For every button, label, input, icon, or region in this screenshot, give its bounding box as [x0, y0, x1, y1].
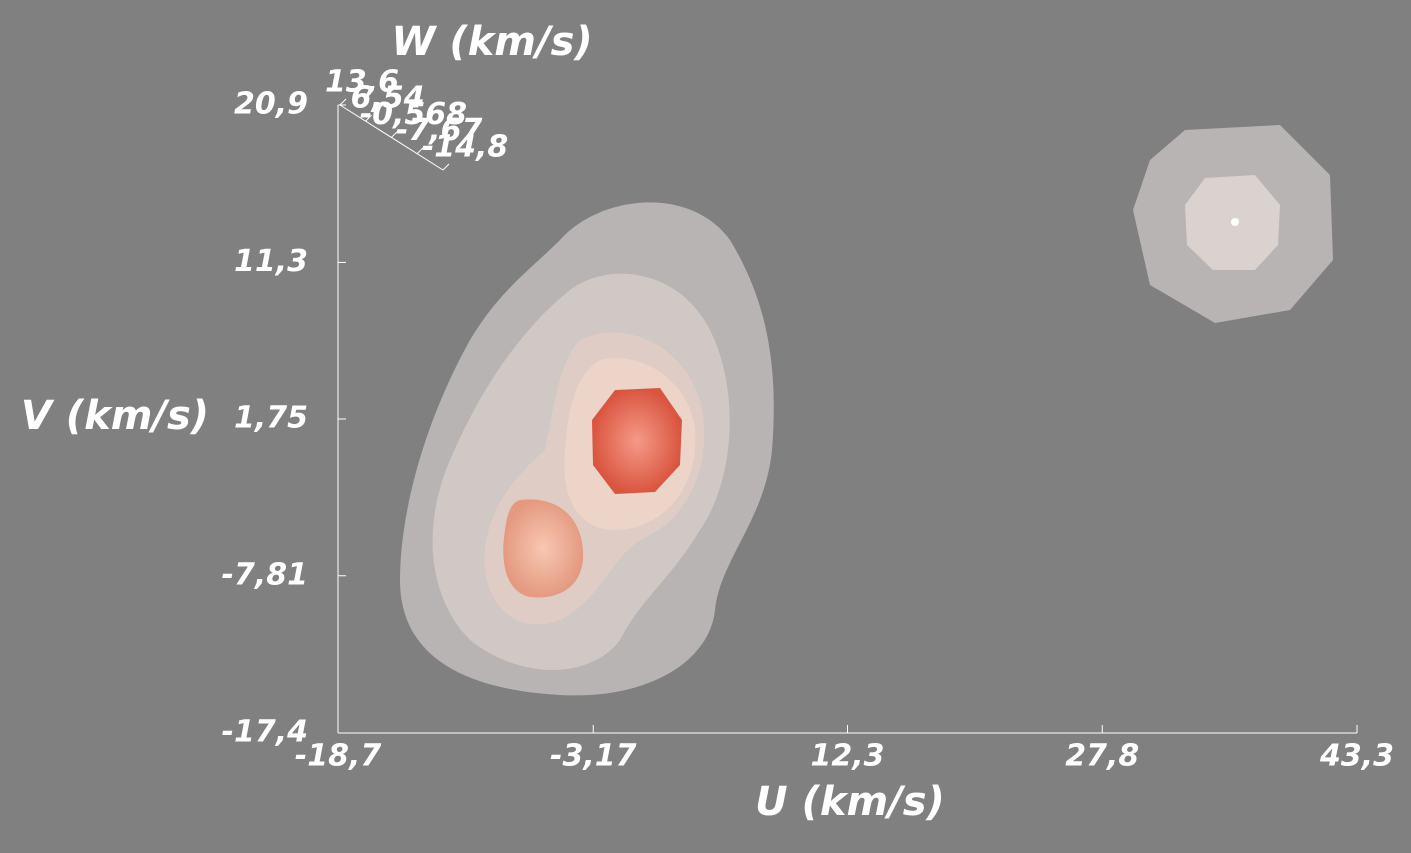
x-tick-label: -18,7 [295, 739, 382, 774]
x-tick-label: -3,17 [550, 739, 637, 774]
z-axis-title: W (km/s) [391, 19, 592, 65]
y-tick-label: 11,3 [234, 244, 308, 279]
x-axis-title: U (km/s) [755, 779, 945, 825]
y-tick-label: -7,81 [222, 557, 308, 592]
z-tick [442, 163, 450, 171]
z-tick-label: 13,6 [325, 65, 399, 100]
z-tick [416, 147, 424, 155]
x-tick-label: 43,3 [1319, 739, 1394, 774]
z-tick-label: -7,67 [396, 113, 483, 148]
z-tick-label: -14,8 [422, 130, 508, 165]
z-tick-label: 6,54 [351, 81, 425, 116]
z-tick [365, 114, 372, 122]
core-main [592, 388, 682, 494]
y-tick-label: 20,9 [234, 87, 308, 122]
y-tick-label: -17,4 [222, 715, 308, 750]
z-tick-label: -0,568 [360, 97, 467, 132]
core-secondary [503, 499, 584, 598]
y-tick-label: 1,75 [234, 401, 308, 436]
x-tick-label: 12,3 [810, 739, 884, 774]
z-tick [339, 98, 347, 106]
x-tick-label: 27,8 [1065, 739, 1139, 774]
y-axis-title: V (km/s) [21, 393, 209, 439]
isosurfaces [400, 125, 1333, 696]
z-tick [391, 131, 398, 138]
center-dot-right [1231, 218, 1239, 226]
